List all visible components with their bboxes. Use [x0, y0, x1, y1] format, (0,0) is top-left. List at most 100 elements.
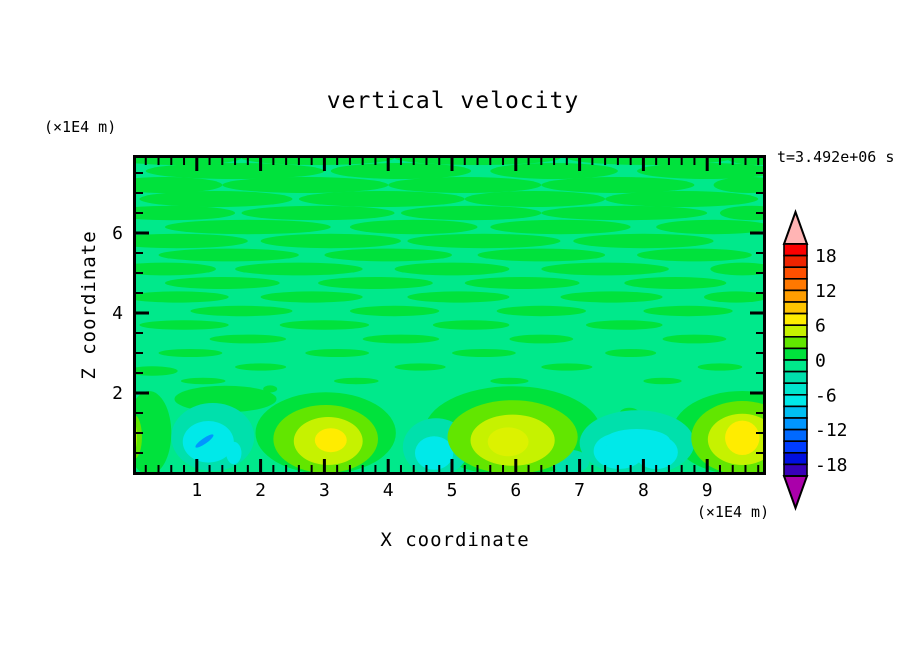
contour-streak: [362, 334, 440, 344]
colorbar: [782, 209, 809, 511]
colorbar-tick-label: 12: [815, 281, 837, 302]
y-tick-label: 6: [112, 223, 123, 244]
x-tick-label: 2: [255, 480, 266, 501]
colorbar-band: [783, 428, 808, 443]
contour-streak: [477, 248, 606, 262]
colorbar-tick-label: 18: [815, 246, 837, 267]
colorbar-band: [783, 440, 808, 454]
x-axis-units-label: (×1E4 m): [696, 503, 770, 521]
x-tick-label: 4: [383, 480, 394, 501]
contour-streak: [704, 291, 766, 303]
contour-streak: [407, 233, 561, 249]
contour-cell: [263, 385, 278, 393]
colorbar-tick-label: -18: [815, 455, 848, 476]
contour-streak: [349, 305, 440, 317]
features-layer: [133, 385, 766, 475]
contour-streak: [279, 320, 370, 330]
timestamp-label: t=3.492e+06 s: [777, 148, 895, 166]
contour-streak: [318, 277, 433, 289]
contour-streak: [573, 233, 714, 249]
x-tick-label: 3: [319, 480, 330, 501]
contour-streak: [235, 363, 287, 371]
contour-streak: [509, 334, 574, 344]
colorbar-band: [783, 277, 808, 292]
y-tick-label: 4: [112, 303, 123, 324]
contour-field: [133, 155, 766, 475]
colorbar-band: [783, 335, 808, 350]
contour-streak: [235, 262, 363, 276]
contour-streak: [541, 262, 669, 276]
contour-cell: [499, 389, 517, 397]
y-tick-label: 2: [112, 383, 123, 404]
x-tick-label: 8: [638, 480, 649, 501]
contour-streak: [330, 163, 472, 179]
contour-streak: [464, 191, 606, 207]
contour-streak: [719, 205, 766, 221]
contour-streak: [133, 291, 229, 303]
contour-cell: [487, 427, 529, 457]
contour-streak: [298, 191, 465, 207]
colorbar-band: [783, 359, 808, 373]
contour-streak: [209, 334, 287, 344]
contour-streak: [394, 262, 510, 276]
contour-streak: [452, 349, 516, 357]
colorbar-labels: 18 12 6 0 -6 -12 -18: [815, 246, 848, 476]
x-tick-label: 9: [702, 480, 713, 501]
contour-streak: [145, 163, 325, 179]
contour-cell: [226, 441, 242, 465]
contour-streak: [241, 205, 395, 221]
colorbar-tick-label: 6: [815, 316, 826, 337]
contour-streak: [710, 262, 766, 276]
colorbar-band: [783, 243, 808, 257]
contour-streak: [260, 291, 363, 303]
x-tick-label: 7: [574, 480, 585, 501]
contour-streak: [333, 377, 379, 385]
colorbar-band: [783, 347, 808, 361]
x-tick-label: 6: [510, 480, 521, 501]
contour-streak: [605, 349, 657, 357]
contour-streak: [180, 377, 226, 385]
colorbar-band: [783, 463, 808, 477]
colorbar-band: [783, 324, 808, 338]
contour-streak: [164, 219, 331, 235]
contour-streak: [190, 305, 293, 317]
contour-streak: [388, 177, 542, 193]
contour-streak: [394, 363, 446, 371]
contour-streak: [133, 233, 248, 249]
colorbar-band: [783, 266, 808, 280]
colorbar-band: [783, 382, 808, 396]
colorbar-tick-label: -6: [815, 385, 837, 406]
colorbar-over-arrow: [782, 209, 809, 245]
y-axis-title: Z coordinate: [78, 230, 100, 380]
colorbar-band: [783, 312, 808, 327]
contour-streak: [260, 233, 401, 249]
contour-streak: [713, 177, 766, 193]
colorbar-band: [783, 417, 808, 431]
contour-streak: [407, 291, 510, 303]
contour-streak: [605, 191, 759, 207]
x-axis-title: X coordinate: [380, 529, 530, 551]
contour-streak: [133, 205, 236, 221]
colorbar-under-arrow: [782, 475, 809, 511]
colorbar-band: [783, 254, 808, 269]
contour-streak: [133, 366, 178, 376]
contour-streak: [541, 363, 593, 371]
colorbar-band: [783, 393, 808, 408]
contour-streak: [643, 377, 682, 385]
contour-streak: [133, 177, 223, 193]
x-tick-labels: 1 2 3 4 5 6 7 8 9: [191, 480, 712, 501]
contour-streak: [541, 205, 708, 221]
axis-ticks: [136, 158, 763, 472]
contour-streak: [400, 205, 542, 221]
contour-streak: [656, 219, 766, 235]
contour-streak: [697, 363, 743, 371]
contour-cell: [195, 434, 214, 448]
contour-cell: [414, 436, 454, 470]
contour-streak: [637, 163, 766, 179]
colorbar-tick-label: -12: [815, 420, 848, 441]
contour-streak: [585, 320, 663, 330]
colorbar-band: [783, 451, 808, 466]
contour-streak: [139, 191, 293, 207]
contour-streak: [464, 277, 580, 289]
